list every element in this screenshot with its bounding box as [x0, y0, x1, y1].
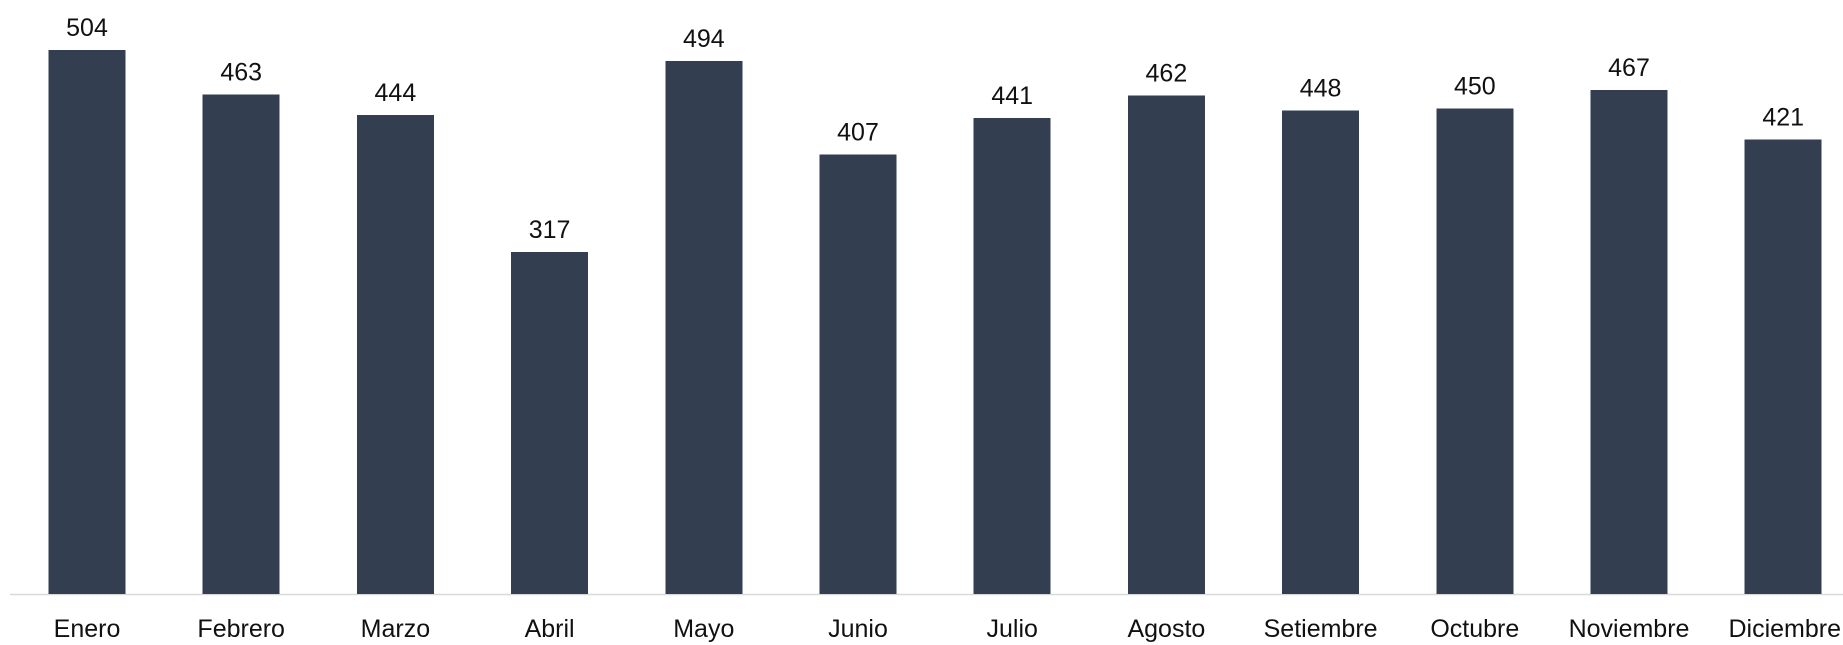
- value-label-abril: 317: [529, 216, 571, 244]
- category-label-agosto: Agosto: [1127, 615, 1205, 643]
- category-label-mayo: Mayo: [673, 615, 734, 643]
- value-label-junio: 407: [837, 119, 879, 147]
- category-label-enero: Enero: [54, 615, 121, 643]
- value-label-agosto: 462: [1146, 59, 1188, 87]
- category-labels-layer: Enero Febrero Marzo Abril Mayo Junio Julio Agos…: [54, 615, 1841, 643]
- bar-abril: [511, 251, 589, 595]
- bar-octubre: [1436, 108, 1514, 595]
- category-label-febrero: Febrero: [197, 615, 285, 643]
- value-label-marzo: 444: [375, 79, 417, 107]
- bar-enero: [48, 50, 126, 594]
- value-label-julio: 441: [991, 82, 1033, 110]
- value-label-setiembre: 448: [1300, 74, 1342, 102]
- category-label-julio: Julio: [986, 615, 1037, 643]
- category-label-setiembre: Setiembre: [1264, 615, 1378, 643]
- bar-diciembre: [1744, 139, 1822, 594]
- category-label-marzo: Marzo: [361, 615, 430, 643]
- bar-julio: [973, 118, 1051, 594]
- value-label-enero: 504: [66, 14, 108, 42]
- category-label-junio: Junio: [828, 615, 888, 643]
- value-label-febrero: 463: [220, 58, 262, 86]
- bar-agosto: [1127, 95, 1205, 595]
- category-label-noviembre: Noviembre: [1569, 615, 1690, 643]
- value-label-noviembre: 467: [1608, 54, 1650, 82]
- category-label-octubre: Octubre: [1430, 615, 1519, 643]
- bar-mayo: [665, 60, 743, 595]
- value-label-mayo: 494: [683, 25, 725, 53]
- bar-febrero: [202, 94, 280, 595]
- bar-junio: [819, 154, 897, 594]
- category-label-abril: Abril: [525, 615, 575, 643]
- value-labels-layer: 504 463 444 317 494 407 441 462 448 450 467 421: [66, 14, 1804, 244]
- bars-layer: [48, 50, 1822, 595]
- value-label-diciembre: 421: [1762, 104, 1804, 132]
- category-label-diciembre: Diciembre: [1728, 615, 1841, 643]
- bar-setiembre: [1282, 110, 1360, 595]
- bar-noviembre: [1590, 89, 1668, 595]
- value-label-octubre: 450: [1454, 72, 1496, 100]
- bar-marzo: [356, 114, 434, 595]
